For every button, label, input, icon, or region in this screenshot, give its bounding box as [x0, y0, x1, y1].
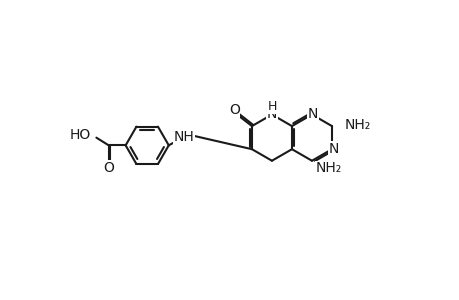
- Text: N: N: [328, 142, 338, 156]
- Text: NH₂: NH₂: [343, 118, 370, 131]
- Text: NH: NH: [173, 130, 194, 144]
- Text: O: O: [228, 103, 239, 117]
- Text: N: N: [266, 107, 276, 121]
- Text: H: H: [267, 100, 276, 113]
- Text: HO: HO: [70, 128, 91, 142]
- Text: NH₂: NH₂: [315, 161, 341, 176]
- Text: N: N: [307, 107, 317, 121]
- Text: O: O: [103, 161, 114, 175]
